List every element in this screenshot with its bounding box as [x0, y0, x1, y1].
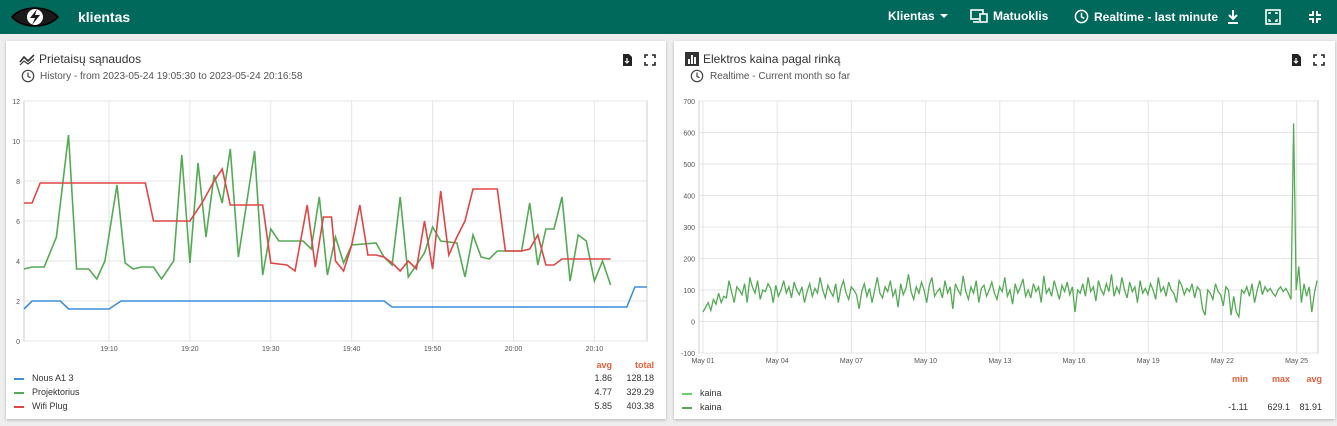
fullscreen-icon[interactable]	[1313, 54, 1325, 66]
legend-avg: 81.91	[1299, 402, 1322, 412]
client-menu-label: Klientas	[888, 9, 935, 23]
x-tick-label: May 25	[1285, 358, 1308, 365]
card-title: Elektros kaina pagal rinką	[703, 52, 841, 66]
legend-min: -1.11	[1228, 402, 1248, 412]
device-consumption-card: Prietaisų sąnaudos History - from 2023-0…	[6, 41, 666, 419]
consumption-line-chart: 0 2 4 6 8 10 12 19:10 19:20 19:30 19:40 19:50 20:00 2…	[12, 99, 648, 353]
x-tick-label: May 16	[1063, 358, 1086, 365]
realtime-label: Realtime - last minute	[1094, 9, 1219, 24]
legend-header-total: total	[635, 360, 654, 370]
price-line-chart: -100 0 100 200 300 400 500 600 700 May 01 May 04 Ma…	[681, 99, 1319, 365]
series-line-wifi-plug	[24, 167, 611, 273]
y-tick-label: 6	[16, 219, 20, 226]
legend-avg: 5.85	[594, 401, 612, 411]
legend-swatch-green	[14, 392, 24, 394]
legend-total: 329.29	[626, 387, 654, 397]
legend-header-avg: avg	[1306, 374, 1322, 384]
meter-label: Matuoklis	[993, 9, 1049, 23]
bar-chart-icon	[685, 52, 699, 66]
x-tick-label: 19:50	[424, 346, 442, 353]
card-title: Prietaisų sąnaudos	[39, 52, 142, 66]
clock-icon	[21, 69, 35, 83]
series-line-projektorius	[23, 134, 612, 286]
y-tick-label: 100	[683, 288, 695, 295]
client-menu[interactable]: Klientas	[888, 9, 948, 23]
realtime-button[interactable]: Realtime - last minute	[1074, 9, 1218, 24]
y-tick-label: 4	[16, 259, 20, 266]
y-tick-label: 400	[683, 194, 695, 201]
chevron-down-icon	[939, 14, 948, 18]
trend-icon	[19, 54, 35, 66]
legend-header-min: min	[1231, 374, 1248, 384]
collapse-icon[interactable]	[1306, 8, 1324, 26]
legend-total: 128.18	[626, 373, 654, 383]
legend-header-avg: avg	[596, 360, 612, 370]
legend-swatch-lightgreen	[682, 393, 692, 395]
series-line-kaina	[702, 123, 1318, 319]
fullscreen-frame-icon[interactable]	[1264, 8, 1282, 26]
x-tick-label: 19:10	[100, 346, 118, 353]
x-tick-label: 20:00	[505, 346, 523, 353]
y-tick-label: -100	[681, 351, 695, 358]
clock-icon	[1074, 9, 1089, 24]
y-tick-label: 0	[16, 339, 20, 346]
export-file-icon[interactable]	[621, 54, 633, 66]
legend-avg: 1.86	[594, 373, 612, 383]
clock-icon	[690, 69, 704, 83]
y-tick-label: 8	[16, 179, 20, 186]
legend-item-wifi-plug[interactable]: Wifi Plug	[32, 401, 68, 411]
electricity-price-card: Elektros kaina pagal rinką Realtime - Cu…	[674, 41, 1335, 419]
y-tick-label: 0	[691, 320, 695, 327]
x-tick-label: May 04	[766, 358, 789, 365]
x-tick-label: May 22	[1211, 358, 1234, 365]
legend-total: 403.38	[626, 401, 654, 411]
legend-item-nous[interactable]: Nous A1 3	[32, 373, 74, 383]
download-icon[interactable]	[1224, 8, 1242, 26]
legend-header-max: max	[1271, 374, 1290, 384]
y-tick-label: 300	[683, 225, 695, 232]
legend-max: 629.1	[1267, 402, 1290, 412]
x-tick-label: 20:10	[586, 346, 604, 353]
eye-logo-icon[interactable]	[10, 3, 60, 31]
app-brand[interactable]: klientas	[78, 9, 131, 25]
x-tick-label: May 19	[1137, 358, 1160, 365]
y-tick-label: 200	[683, 257, 695, 264]
y-tick-label: 10	[12, 139, 20, 146]
legend-item-kaina[interactable]: kaina	[700, 388, 722, 398]
fullscreen-icon[interactable]	[644, 54, 656, 66]
meter-icon	[970, 9, 988, 23]
y-tick-label: 700	[683, 99, 695, 106]
x-tick-label: May 07	[840, 358, 863, 365]
legend-item-projektorius[interactable]: Projektorius	[32, 387, 80, 397]
x-tick-label: 19:20	[181, 346, 199, 353]
y-tick-label: 2	[16, 299, 20, 306]
x-tick-label: May 01	[692, 358, 715, 365]
legend-item-kaina[interactable]: kaina	[700, 402, 722, 412]
y-tick-label: 500	[683, 162, 695, 169]
legend-avg: 4.77	[594, 387, 612, 397]
card-subtitle: History - from 2023-05-24 19:05:30 to 20…	[40, 71, 303, 82]
export-file-icon[interactable]	[1290, 54, 1302, 66]
x-tick-label: May 13	[988, 358, 1011, 365]
legend-swatch-green	[682, 407, 692, 409]
top-bar: klientas Klientas Matuoklis Realtime - l…	[0, 0, 1337, 34]
card-subtitle: Realtime - Current month so far	[710, 71, 851, 82]
legend-swatch-blue	[14, 378, 24, 380]
legend-swatch-red	[14, 406, 24, 408]
x-tick-label: 19:30	[262, 346, 280, 353]
y-tick-label: 600	[683, 131, 695, 138]
series-line-nous-a1-3	[23, 286, 647, 310]
meter-button[interactable]: Matuoklis	[970, 9, 1048, 23]
x-tick-label: 19:40	[343, 346, 361, 353]
x-tick-label: May 10	[914, 358, 937, 365]
y-tick-label: 12	[12, 99, 20, 106]
